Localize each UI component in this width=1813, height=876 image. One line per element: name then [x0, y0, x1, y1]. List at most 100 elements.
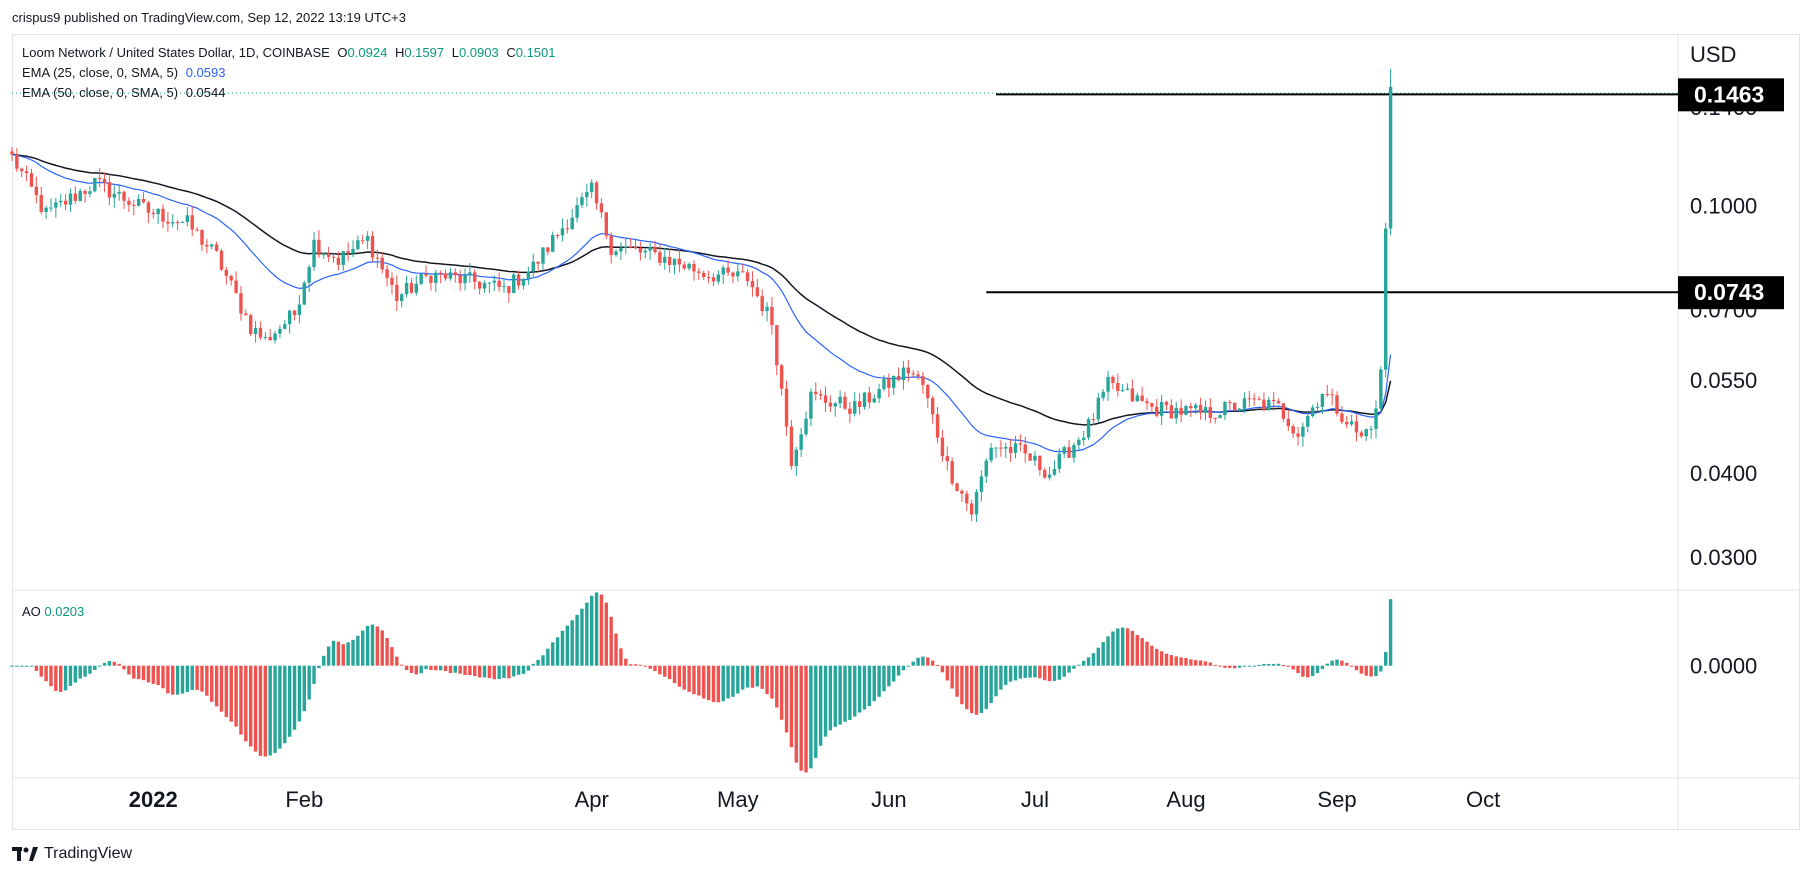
legend-ema50-row[interactable]: EMA (50, close, 0, SMA, 5) 0.0544 [22, 85, 229, 100]
ao-bar [658, 665, 662, 675]
candle-body [648, 247, 652, 251]
candle-body [258, 327, 263, 338]
ao-bar [1281, 665, 1286, 667]
close-value: 0.1501 [515, 45, 556, 60]
candle-layer [10, 68, 1393, 523]
time-tick-label: Oct [1466, 787, 1500, 812]
ao-bar [112, 661, 117, 666]
ao-bar [239, 665, 243, 735]
candle-body [1023, 444, 1027, 454]
candle-body [624, 246, 628, 248]
ao-bar [39, 665, 43, 677]
candle-body [1018, 443, 1023, 445]
ao-bar [833, 665, 837, 727]
candle-body [278, 328, 282, 334]
candle-body [794, 449, 798, 466]
candle-body [536, 261, 540, 264]
ao-bar [356, 635, 360, 666]
ao-bar [911, 661, 915, 666]
legend-ema25-row[interactable]: EMA (25, close, 0, SMA, 5) 0.0593 [22, 65, 229, 80]
candle-body [887, 378, 891, 388]
candle-body [390, 277, 394, 285]
ao-bar [809, 665, 813, 769]
ao-bar [307, 665, 311, 700]
ao-bar [663, 665, 667, 677]
ao-bar [711, 665, 716, 703]
ao-bar [1028, 665, 1032, 678]
candle-body [969, 503, 974, 515]
candle-body [312, 239, 316, 268]
level-tag-bg [1678, 78, 1784, 112]
ao-bar [940, 665, 945, 673]
legend-ao-row[interactable]: AO 0.0203 [22, 604, 84, 619]
candle-body [400, 294, 404, 302]
candle-body [1340, 413, 1344, 422]
ao-bar [716, 665, 721, 703]
ao-bar [136, 665, 141, 680]
candle-body [34, 186, 39, 195]
candle-body [448, 272, 453, 279]
ao-bar [1038, 665, 1042, 679]
candle-body [628, 246, 633, 248]
candle-body [1247, 398, 1252, 400]
ao-bar [292, 665, 297, 730]
ao-bar [224, 665, 229, 717]
candle-body [916, 374, 920, 377]
time-tick-label: Jun [871, 787, 906, 812]
ao-bar [146, 665, 151, 683]
candle-body [346, 251, 350, 254]
candle-body [1057, 453, 1062, 469]
candle-body [180, 221, 185, 223]
ao-bar [1194, 660, 1198, 666]
ao-label: AO [22, 604, 41, 619]
candle-body [287, 310, 292, 325]
candle-body [541, 247, 545, 264]
candle-body [166, 221, 170, 224]
footer-brand[interactable]: TradingView [12, 845, 132, 863]
ao-bar [1179, 657, 1183, 666]
ao-bar [1330, 660, 1334, 666]
candle-body [1038, 455, 1042, 471]
candle-body [551, 235, 555, 252]
candle-body [580, 197, 584, 206]
candle-body [853, 401, 857, 414]
ao-bar [838, 665, 842, 725]
ao-bar [20, 665, 24, 667]
candle-body [112, 193, 117, 198]
candle-body [302, 282, 306, 305]
ao-bar [799, 665, 803, 771]
ao-bar [1086, 657, 1091, 666]
candle-body [59, 200, 63, 203]
candle-body [1388, 86, 1393, 229]
candle-body [892, 376, 896, 388]
candle-body [83, 190, 87, 194]
candle-body [1033, 455, 1037, 461]
candle-body [49, 207, 53, 209]
candle-body [88, 191, 92, 194]
candle-body [1325, 393, 1329, 395]
candle-body [385, 269, 389, 278]
candle-body [1310, 407, 1315, 417]
ao-bar [477, 665, 482, 678]
time-tick-label: Feb [285, 787, 323, 812]
candle-body [102, 179, 107, 183]
ao-bar [1111, 631, 1115, 666]
ao-bar [779, 665, 784, 720]
candle-body [20, 168, 24, 172]
high-label: H [394, 45, 405, 60]
time-tick-label: Jul [1021, 787, 1049, 812]
candle-body [706, 276, 711, 278]
candle-body [39, 194, 43, 212]
candle-body [487, 282, 492, 284]
ao-bar [731, 665, 735, 697]
ao-bar [721, 665, 725, 702]
ao-bar [1116, 628, 1120, 666]
candle-body [857, 401, 862, 407]
time-tick-label: 2022 [129, 787, 178, 812]
ema25-label: EMA (25, close, 0, SMA, 5) [22, 65, 179, 80]
ao-bar [818, 665, 823, 746]
ao-bar [1296, 665, 1300, 674]
candle-body [555, 235, 560, 237]
candle-body [1072, 445, 1076, 458]
